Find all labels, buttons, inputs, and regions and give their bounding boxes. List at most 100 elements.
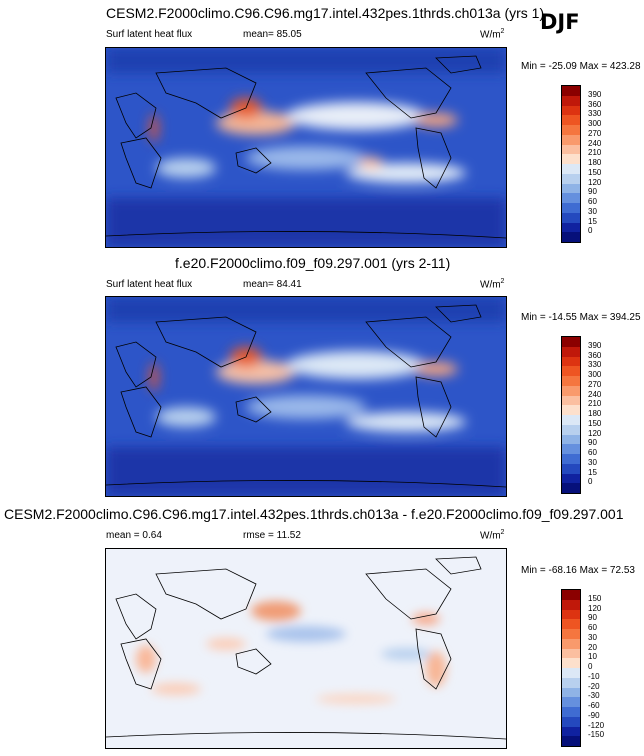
panel-1-mean-label: mean= 85.05 [243,29,302,40]
colorbar-swatch [562,95,580,106]
colorbar-tick-label: 30 [588,457,597,467]
colorbar-swatch [562,183,580,194]
colorbar-tick-label: 150 [588,167,602,177]
colorbar-tick-label: 270 [588,128,602,138]
panel-3-rmse-label: rmse = 11.52 [243,530,301,541]
colorbar-swatch [562,366,580,376]
colorbar-swatch [562,599,580,610]
colorbar-tick-label: 150 [588,593,602,603]
colorbar-swatch [562,434,580,445]
colorbar-swatch [562,415,580,425]
panel-3-colorbar [561,589,581,747]
colorbar-tick-label: 60 [588,448,597,457]
colorbar-tick-label: 240 [588,389,602,399]
colorbar-swatch [562,609,580,620]
panel-2-units: W/m2 [480,278,505,291]
colorbar-swatch [562,658,580,668]
colorbar-swatch [562,668,580,678]
colorbar-swatch [562,619,580,629]
colorbar-swatch [562,395,580,406]
colorbar-swatch [562,173,580,184]
colorbar-tick-label: 120 [588,428,602,438]
panel-1-colorbar [561,85,581,243]
colorbar-tick-label: 210 [588,399,602,409]
colorbar-tick-label: 210 [588,148,602,158]
colorbar-swatch [562,164,580,174]
colorbar-tick-label: 90 [588,438,597,448]
colorbar-swatch [562,86,580,96]
colorbar-swatch [562,125,580,135]
colorbar-swatch [562,105,580,116]
colorbar-swatch [562,154,580,164]
colorbar-tick-label: 30 [588,632,597,642]
colorbar-swatch [562,222,580,233]
colorbar-swatch [562,677,580,688]
season-label: DJF [540,10,580,34]
colorbar-swatch [562,454,580,464]
colorbar-tick-label: -20 [588,681,600,691]
colorbar-tick-label: 390 [588,340,602,350]
colorbar-swatch [562,707,580,717]
colorbar-tick-label: 360 [588,350,602,360]
colorbar-swatch [562,232,580,242]
panel-1-colorbar-ticks: 390 360 330 300 270 240 210 180 150 120 90 60 30 15 0 [588,85,628,241]
colorbar-swatch [562,687,580,698]
colorbar-tick-label: 90 [588,613,597,623]
colorbar-swatch [562,337,580,347]
colorbar-tick-label: 120 [588,177,602,187]
colorbar-swatch [562,376,580,386]
colorbar-tick-label: 300 [588,119,602,128]
colorbar-tick-label: -150 [588,730,605,740]
colorbar-tick-label: 90 [588,187,597,197]
panel-2-mean-label: mean= 84.41 [243,279,302,290]
colorbar-swatch [562,346,580,357]
panel-3-units: W/m2 [480,529,505,542]
colorbar-tick-label: 0 [588,477,593,487]
panel-1-units: W/m2 [480,28,505,41]
colorbar-swatch [562,405,580,415]
colorbar-swatch [562,356,580,367]
colorbar-tick-label: 390 [588,89,602,99]
colorbar-tick-label: 60 [588,623,597,632]
colorbar-tick-label: 15 [588,216,597,226]
colorbar-swatch [562,203,580,213]
panel-3-mean-label: mean = 0.64 [106,530,162,541]
panel-1-map [105,47,507,248]
colorbar-swatch [562,134,580,145]
colorbar-tick-label: 30 [588,206,597,216]
colorbar-swatch [562,638,580,649]
panel-1-minmax: Min = -25.09 Max = 423.28 [521,61,641,72]
colorbar-swatch [562,144,580,155]
panel-2-colorbar-ticks: 390 360 330 300 270 240 210 180 150 120 90 60 30 15 0 [588,336,628,492]
colorbar-swatch [562,648,580,659]
colorbar-tick-label: 10 [588,652,597,662]
colorbar-swatch [562,473,580,484]
panel-1-variable-label: Surf latent heat flux [106,29,193,40]
colorbar-tick-label: 330 [588,109,602,119]
panel-1-title: CESM2.F2000climo.C96.C96.mg17.intel.432p… [106,5,545,21]
colorbar-tick-label: 300 [588,370,602,379]
colorbar-tick-label: -30 [588,691,600,701]
colorbar-tick-label: -60 [588,701,600,710]
colorbar-swatch [562,697,580,707]
colorbar-swatch [562,212,580,223]
panel-2-variable-label: Surf latent heat flux [106,279,193,290]
panel-2-colorbar [561,336,581,494]
colorbar-swatch [562,726,580,737]
colorbar-tick-label: 270 [588,379,602,389]
panel-3-minmax: Min = -68.16 Max = 72.53 [521,565,635,576]
colorbar-swatch [562,590,580,600]
colorbar-tick-label: -120 [588,720,605,730]
colorbar-tick-label: 20 [588,642,597,652]
colorbar-tick-label: 360 [588,99,602,109]
colorbar-swatch [562,385,580,396]
panel-2-map [105,296,507,497]
colorbar-swatch [562,193,580,203]
colorbar-tick-label: 15 [588,467,597,477]
colorbar-tick-label: -10 [588,671,600,681]
colorbar-tick-label: 0 [588,226,593,236]
colorbar-swatch [562,716,580,727]
colorbar-tick-label: 150 [588,418,602,428]
panel-3-difference-map [105,548,507,749]
colorbar-tick-label: 120 [588,603,602,613]
